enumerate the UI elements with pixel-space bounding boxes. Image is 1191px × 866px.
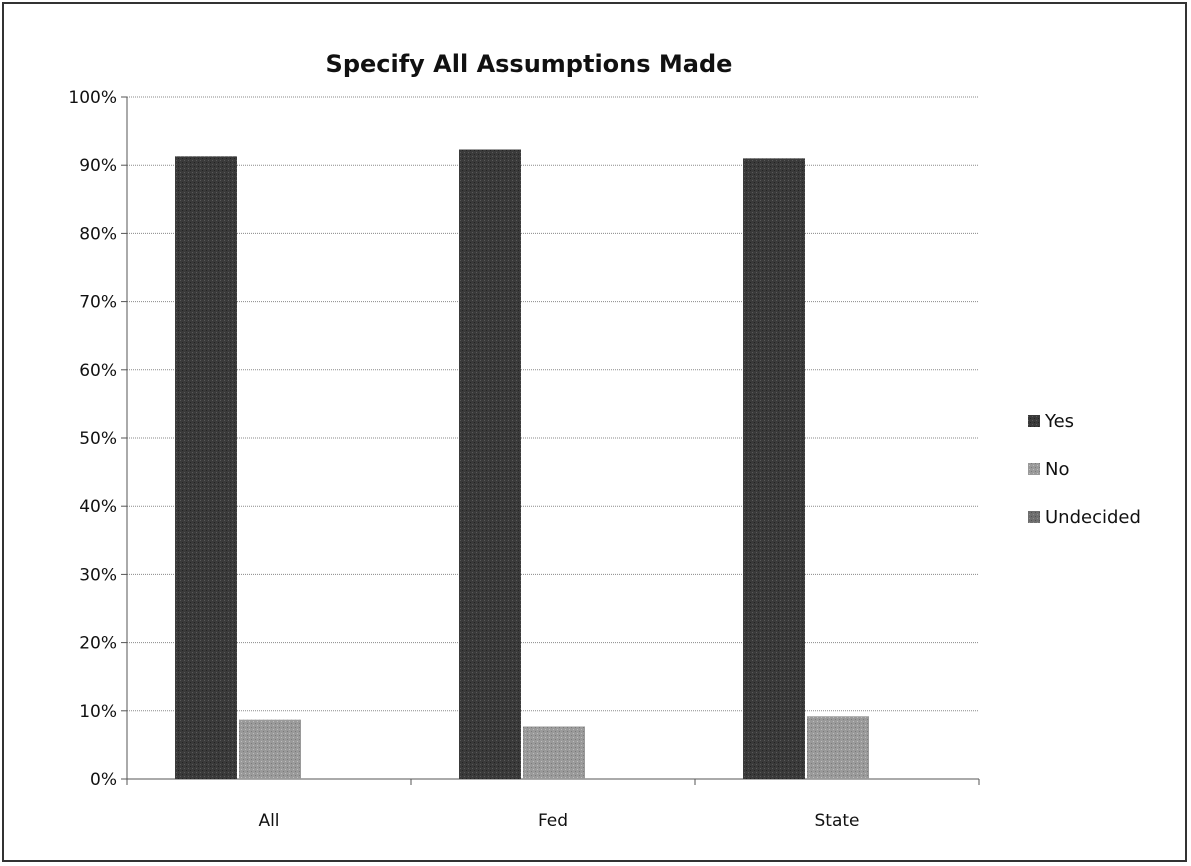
y-tick-label: 90% [79, 156, 117, 176]
bars [175, 149, 869, 780]
y-tick-label: 20% [79, 634, 117, 654]
legend-swatch-undecided [1028, 511, 1040, 523]
bar-yes-fed [459, 149, 521, 779]
bar-no-all [239, 719, 301, 779]
y-tick-labels: 0% 10% 20% 30% 40% 50% 60% 70% 80% 90% 100% [68, 88, 117, 790]
x-tick-label: Fed [538, 811, 568, 831]
x-tick-label: State [815, 811, 860, 831]
legend-label-yes: Yes [1044, 411, 1074, 432]
legend: Yes No Undecided [1028, 411, 1141, 528]
bar-no-fed [523, 726, 585, 779]
y-tick-label: 80% [79, 224, 117, 244]
bar-yes-all [175, 156, 237, 780]
legend-swatch-no [1028, 463, 1040, 475]
y-tick-label: 0% [90, 770, 117, 790]
y-tick-label: 70% [79, 293, 117, 313]
gridlines [127, 96, 979, 712]
axes [121, 96, 980, 785]
x-tick-labels: All Fed State [258, 811, 859, 831]
y-tick-label: 40% [79, 497, 117, 517]
y-tick-label: 50% [79, 429, 117, 449]
chart-title: Specify All Assumptions Made [326, 50, 733, 78]
legend-label-undecided: Undecided [1045, 507, 1141, 528]
bar-yes-state [743, 158, 805, 779]
x-tick-label: All [258, 811, 279, 831]
y-tick-label: 60% [79, 361, 117, 381]
legend-label-no: No [1045, 459, 1069, 480]
bar-no-state [807, 716, 869, 779]
y-tick-label: 100% [68, 88, 117, 108]
legend-swatch-yes [1028, 415, 1040, 427]
bar-chart: Specify All Assumptions Made 0% 10% 20% 30%… [68, 50, 1141, 831]
y-tick-label: 10% [79, 702, 117, 722]
y-tick-label: 30% [79, 565, 117, 585]
